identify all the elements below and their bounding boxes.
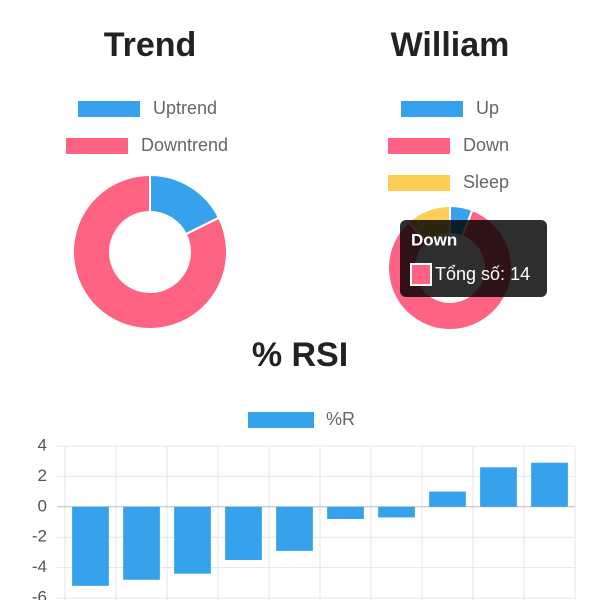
legend-label: Up	[476, 98, 499, 118]
y-tick-label: 0	[38, 496, 47, 515]
legend-label: Down	[463, 135, 509, 155]
bar	[72, 506, 109, 586]
legend-swatch	[66, 138, 128, 154]
bar	[225, 506, 262, 560]
bar	[327, 506, 364, 519]
tooltip-label: Tổng số:	[435, 264, 505, 284]
y-tick-label: -2	[32, 527, 47, 546]
doughnut-slice	[72, 173, 228, 330]
bar	[123, 506, 160, 580]
legend-label: Downtrend	[141, 135, 228, 155]
bar	[378, 506, 415, 518]
legend-swatch	[388, 138, 450, 154]
bar	[531, 462, 568, 507]
tooltip-text: Tổng số: 14	[435, 264, 530, 284]
tooltip-swatch	[410, 263, 432, 286]
chart-title: William	[391, 26, 510, 64]
bar	[174, 506, 211, 574]
y-tick-label: -4	[32, 557, 47, 576]
legend-label: Uptrend	[153, 98, 217, 118]
legend-swatch	[388, 175, 450, 191]
tooltip-box	[400, 220, 547, 297]
y-tick-label: -6	[32, 587, 47, 600]
tooltip: Down Tổng số: 14	[400, 220, 547, 297]
tooltip-value: 14	[510, 264, 530, 284]
chart-title: % RSI	[252, 336, 348, 374]
legend-label: Sleep	[463, 172, 509, 192]
bar	[480, 467, 517, 507]
bar	[429, 491, 466, 507]
y-tick-label: 2	[38, 466, 47, 485]
legend-swatch	[401, 101, 463, 117]
tooltip-title: Down	[411, 230, 457, 249]
legend-label: %R	[326, 409, 355, 429]
bar	[276, 506, 313, 551]
y-tick-label: 4	[38, 435, 47, 454]
legend-swatch	[78, 101, 140, 117]
chart-title: Trend	[104, 26, 197, 64]
legend-swatch	[248, 412, 314, 428]
